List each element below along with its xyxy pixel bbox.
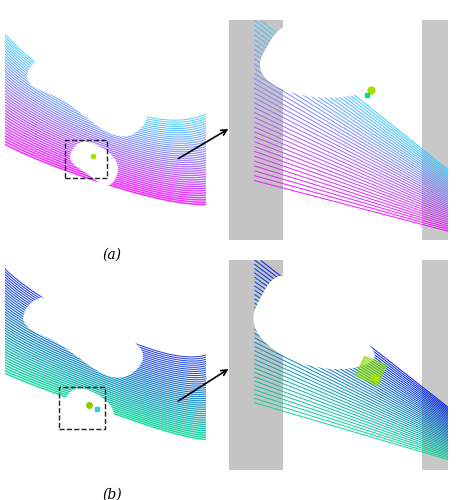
Polygon shape [421,20,448,240]
Polygon shape [71,142,117,185]
Polygon shape [25,299,142,376]
Polygon shape [260,25,372,97]
Polygon shape [356,356,387,386]
Text: (a): (a) [102,248,122,262]
Polygon shape [254,276,374,368]
Polygon shape [65,389,113,432]
Polygon shape [228,260,283,470]
Bar [65,140,107,178]
Polygon shape [29,58,146,135]
Polygon shape [228,20,283,240]
Bar [59,387,105,430]
Text: (b): (b) [102,488,122,500]
Polygon shape [421,260,448,470]
